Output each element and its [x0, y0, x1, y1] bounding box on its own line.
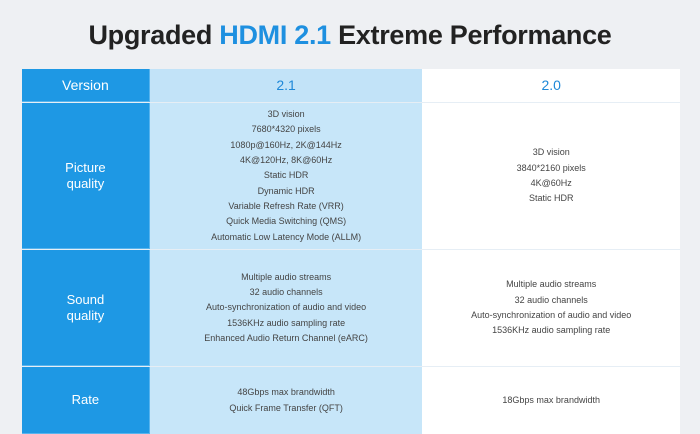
sound-quality-2-1: Multiple audio streams 32 audio channels… [149, 250, 423, 366]
feature-line: Static HDR [528, 193, 574, 204]
row-label-line: Sound [66, 291, 105, 307]
feature-line: 3840*2160 pixels [516, 162, 586, 173]
feature-line: 48Gbps max brandwidth [237, 387, 335, 398]
feature-line: Multiple audio streams [506, 279, 597, 290]
feature-line: 3D vision [532, 147, 570, 158]
feature-line: Multiple audio streams [241, 271, 332, 282]
page-title: Upgraded HDMI 2.1 Extreme Performance [0, 20, 700, 51]
feature-line: 32 audio channels [249, 287, 323, 298]
table-row-rate: Rate 48Gbps max brandwidth Quick Frame T… [22, 367, 680, 434]
feature-line: Auto-synchronization of audio and video [206, 302, 367, 313]
header-version-label: Version [22, 69, 150, 102]
feature-line: 18Gbps max brandwidth [502, 394, 600, 405]
rate-2-0: 18Gbps max brandwidth [422, 367, 680, 434]
feature-line: 3D vision [267, 109, 305, 120]
feature-line: Enhanced Audio Return Channel (eARC) [204, 332, 368, 343]
feature-line: 4K@60Hz [530, 178, 572, 188]
table-row-sound-quality: Sound quality Multiple audio streams 32 … [22, 250, 680, 367]
feature-line: Static HDR [263, 170, 309, 181]
feature-line: Automatic Low Latency Mode (ALLM) [211, 231, 362, 242]
header-col-2-1: 2.1 [149, 69, 423, 102]
row-label-line: Picture [65, 159, 106, 175]
row-label-rate: Rate [22, 367, 150, 434]
feature-line: 4K@120Hz, 8K@60Hz [239, 155, 333, 166]
title-prefix: Upgraded [88, 20, 220, 50]
picture-quality-2-1: 3D vision 7680*4320 pixels 1080p@160Hz, … [149, 103, 423, 249]
row-label-line: quality [66, 307, 105, 323]
row-label-picture-quality: Picture quality [22, 103, 150, 249]
row-label-line: Rate [71, 392, 100, 407]
sound-quality-2-0: Multiple audio streams 32 audio channels… [422, 250, 680, 366]
table-row-picture-quality: Picture quality 3D vision 7680*4320 pixe… [22, 103, 680, 250]
picture-quality-2-0: 3D vision 3840*2160 pixels 4K@60Hz Stati… [422, 103, 680, 249]
title-accent: HDMI 2.1 [219, 20, 331, 50]
title-suffix: Extreme Performance [330, 20, 612, 50]
feature-line: Dynamic HDR [257, 185, 315, 196]
rate-2-1: 48Gbps max brandwidth Quick Frame Transf… [149, 367, 423, 434]
header-col-2-0: 2.0 [422, 69, 680, 102]
feature-line: Auto-synchronization of audio and video [471, 310, 632, 320]
feature-line: 7680*4320 pixels [251, 124, 321, 135]
row-label-sound-quality: Sound quality [22, 250, 150, 366]
row-label-line: quality [66, 175, 105, 191]
feature-line: 32 audio channels [514, 294, 588, 305]
feature-line: 1536KHz audio sampling rate [492, 325, 611, 336]
feature-line: Variable Refresh Rate (VRR) [228, 200, 344, 211]
feature-line: 1536KHz audio sampling rate [227, 317, 346, 328]
comparison-table: Version 2.1 2.0 Picture quality 3D visio… [22, 69, 680, 434]
feature-line: Quick Frame Transfer (QFT) [229, 402, 343, 413]
feature-line: 1080p@160Hz, 2K@144Hz [230, 139, 342, 150]
table-header-row: Version 2.1 2.0 [22, 69, 680, 103]
feature-line: Quick Media Switching (QMS) [226, 216, 347, 227]
